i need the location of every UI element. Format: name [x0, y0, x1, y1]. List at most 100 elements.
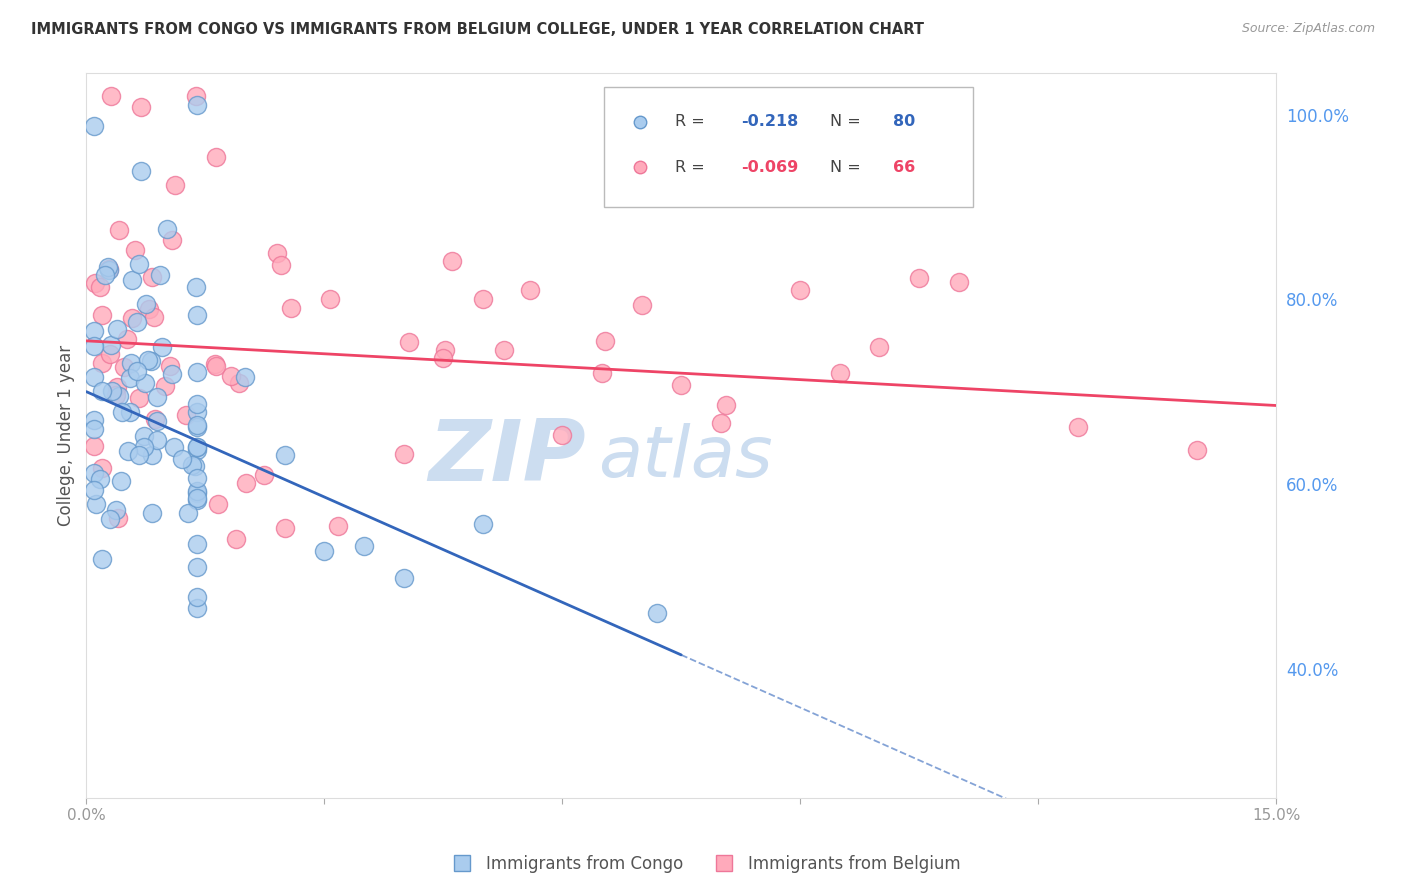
Point [432, 351, 454, 366]
Point [146, 433, 169, 447]
Point [159, 359, 181, 373]
Text: N =: N = [830, 160, 866, 175]
Point [91, 461, 114, 475]
Point [551, 428, 574, 442]
Point [186, 365, 208, 379]
Point [145, 390, 167, 404]
Point [274, 521, 297, 535]
Point [121, 311, 143, 326]
Point [186, 404, 208, 418]
Point [204, 357, 226, 371]
Point [186, 560, 208, 574]
Point [115, 333, 138, 347]
Point [129, 164, 152, 178]
Point [235, 475, 257, 490]
FancyBboxPatch shape [603, 87, 973, 207]
Point [91, 309, 114, 323]
Point [84, 276, 107, 290]
Point [105, 502, 128, 516]
Point [98, 347, 121, 361]
Point [143, 310, 166, 324]
Point [127, 314, 149, 328]
Point [319, 293, 342, 307]
Point [186, 537, 208, 551]
Point [111, 405, 134, 419]
Point [83, 338, 105, 352]
Text: N =: N = [830, 114, 866, 129]
Point [143, 412, 166, 426]
Point [186, 485, 208, 500]
Point [150, 340, 173, 354]
Point [392, 571, 415, 585]
Point [207, 496, 229, 510]
Point [125, 364, 148, 378]
Text: IMMIGRANTS FROM CONGO VS IMMIGRANTS FROM BELGIUM COLLEGE, UNDER 1 YEAR CORRELATI: IMMIGRANTS FROM CONGO VS IMMIGRANTS FROM… [31, 22, 924, 37]
Point [647, 606, 669, 620]
Point [160, 233, 183, 247]
Point [714, 398, 737, 412]
Point [97, 260, 120, 274]
Text: 80: 80 [893, 114, 915, 129]
Point [184, 89, 207, 103]
Point [120, 371, 142, 385]
Point [219, 369, 242, 384]
Point [83, 120, 105, 134]
Point [186, 98, 208, 112]
Point [91, 356, 114, 370]
Point [869, 340, 891, 354]
Point [107, 389, 129, 403]
Point [105, 388, 128, 402]
Point [186, 590, 208, 604]
Point [186, 417, 208, 432]
Point [132, 428, 155, 442]
Point [118, 405, 141, 419]
Point [146, 414, 169, 428]
Point [710, 417, 733, 431]
Point [117, 444, 139, 458]
Point [83, 422, 105, 436]
Point [204, 150, 226, 164]
Point [107, 511, 129, 525]
Point [186, 420, 208, 434]
Point [141, 269, 163, 284]
Point [273, 448, 295, 462]
Point [112, 359, 135, 374]
Point [135, 297, 157, 311]
Point [132, 440, 155, 454]
Point [225, 532, 247, 546]
Point [98, 512, 121, 526]
Point [83, 369, 105, 384]
Point [1067, 419, 1090, 434]
Point [136, 352, 159, 367]
Point [186, 397, 208, 411]
Point [630, 298, 652, 312]
Point [440, 253, 463, 268]
Point [591, 367, 613, 381]
Point [129, 100, 152, 114]
Point [100, 89, 122, 103]
Point [141, 448, 163, 462]
Point [392, 447, 415, 461]
Text: ZIP: ZIP [429, 416, 586, 499]
Y-axis label: College, Under 1 year: College, Under 1 year [58, 345, 75, 526]
Text: R =: R = [675, 160, 710, 175]
Point [186, 601, 208, 615]
Point [98, 262, 121, 277]
Point [471, 293, 494, 307]
Point [1185, 442, 1208, 457]
Point [180, 458, 202, 472]
Point [120, 356, 142, 370]
Point [828, 366, 851, 380]
Point [186, 441, 208, 455]
Point [121, 273, 143, 287]
Point [908, 271, 931, 285]
Point [186, 308, 208, 322]
Text: 66: 66 [893, 160, 915, 175]
Point [110, 475, 132, 489]
Point [519, 283, 541, 297]
Point [170, 452, 193, 467]
Point [186, 483, 208, 498]
Point [186, 471, 208, 485]
Point [398, 334, 420, 349]
Point [228, 376, 250, 390]
